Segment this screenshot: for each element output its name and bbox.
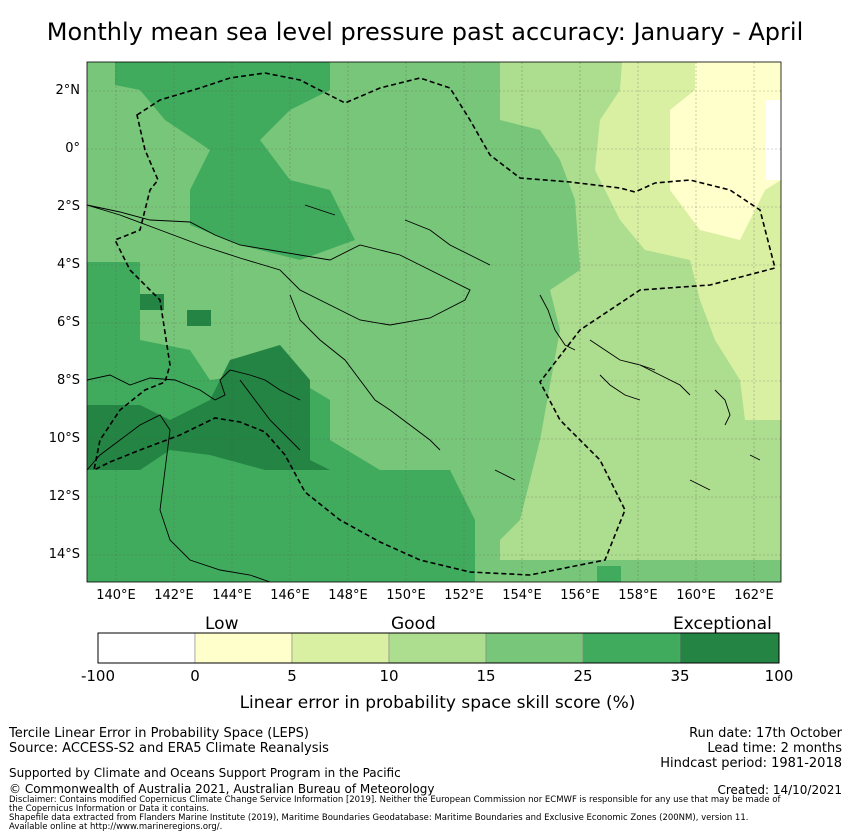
method-text: Tercile Linear Error in Probability Spac… bbox=[9, 726, 309, 741]
lat-label: 6°S bbox=[56, 315, 80, 330]
lon-label: 160°E bbox=[676, 588, 716, 603]
shapefile-line: Shapefile data extracted from Flanders M… bbox=[9, 813, 749, 823]
lon-label: 158°E bbox=[618, 588, 658, 603]
skill-region-none bbox=[766, 100, 781, 180]
lon-label: 162°E bbox=[734, 588, 774, 603]
lat-label: 2°S bbox=[56, 199, 80, 214]
lat-label: 0° bbox=[65, 141, 80, 156]
lon-label: 152°E bbox=[444, 588, 484, 603]
skill-region-low bbox=[670, 62, 781, 240]
lon-label: 148°E bbox=[328, 588, 368, 603]
colorbar-frame bbox=[97, 632, 780, 664]
source-text: Source: ACCESS-S2 and ERA5 Climate Reana… bbox=[9, 741, 329, 756]
colorbar-tick: 10 bbox=[379, 667, 399, 685]
disclaimer-line: the Copernicus Information or Data it co… bbox=[9, 804, 210, 814]
lat-label: 2°N bbox=[55, 83, 81, 98]
lon-label: 140°E bbox=[96, 588, 136, 603]
colorbar-tick: 0 bbox=[190, 667, 200, 685]
graticule bbox=[87, 62, 781, 582]
lon-label: 154°E bbox=[502, 588, 542, 603]
copyright-text: © Commonwealth of Australia 2021, Austra… bbox=[9, 782, 435, 796]
lat-label: 4°S bbox=[56, 257, 80, 272]
lon-label: 144°E bbox=[212, 588, 252, 603]
category-label-good: Good bbox=[391, 614, 436, 634]
colorbar-tick: 100 bbox=[764, 667, 794, 685]
hindcast-period: Hindcast period: 1981-2018 bbox=[660, 756, 842, 771]
colorbar-swatch bbox=[679, 632, 780, 664]
colorbar-tick: 25 bbox=[573, 667, 593, 685]
lon-label: 150°E bbox=[386, 588, 426, 603]
lon-label: 146°E bbox=[270, 588, 310, 603]
skill-region-high-north bbox=[115, 62, 355, 260]
colorbar-tick: 35 bbox=[670, 667, 690, 685]
colorbar-swatch bbox=[194, 632, 293, 664]
created-date: Created: 14/10/2021 bbox=[717, 783, 842, 797]
page-title: Monthly mean sea level pressure past acc… bbox=[46, 18, 804, 46]
lon-label: 142°E bbox=[154, 588, 194, 603]
eez-boundary bbox=[92, 72, 776, 576]
lat-label: 12°S bbox=[48, 489, 80, 504]
colorbar-swatch bbox=[582, 632, 681, 664]
support-text: Supported by Climate and Oceans Support … bbox=[9, 766, 401, 780]
colorbar-swatch bbox=[388, 632, 487, 664]
colorbar-swatch bbox=[485, 632, 584, 664]
colorbar-swatch bbox=[97, 632, 196, 664]
lead-time: Lead time: 2 months bbox=[707, 741, 842, 756]
coastlines bbox=[87, 204, 761, 582]
disclaimer-line: Disclaimer: Contains modified Copernicus… bbox=[9, 795, 781, 805]
map-frame bbox=[86, 61, 782, 583]
colorbar-tick: 5 bbox=[287, 667, 297, 685]
colorbar-tick: 15 bbox=[476, 667, 496, 685]
colorbar-label: Linear error in probability space skill … bbox=[239, 693, 636, 713]
run-date: Run date: 17th October bbox=[689, 726, 842, 741]
colorbar-swatch bbox=[291, 632, 390, 664]
lat-label: 10°S bbox=[48, 431, 80, 446]
lon-label: 156°E bbox=[560, 588, 600, 603]
category-label-low: Low bbox=[205, 614, 239, 634]
colorbar-tick: -100 bbox=[80, 667, 116, 685]
lat-label: 14°S bbox=[48, 547, 80, 562]
colorbar bbox=[97, 632, 780, 664]
lat-label: 8°S bbox=[56, 373, 80, 388]
category-label-exceptional: Exceptional bbox=[673, 614, 772, 634]
shapefile-line: Available online at http://www.marinereg… bbox=[9, 822, 223, 832]
